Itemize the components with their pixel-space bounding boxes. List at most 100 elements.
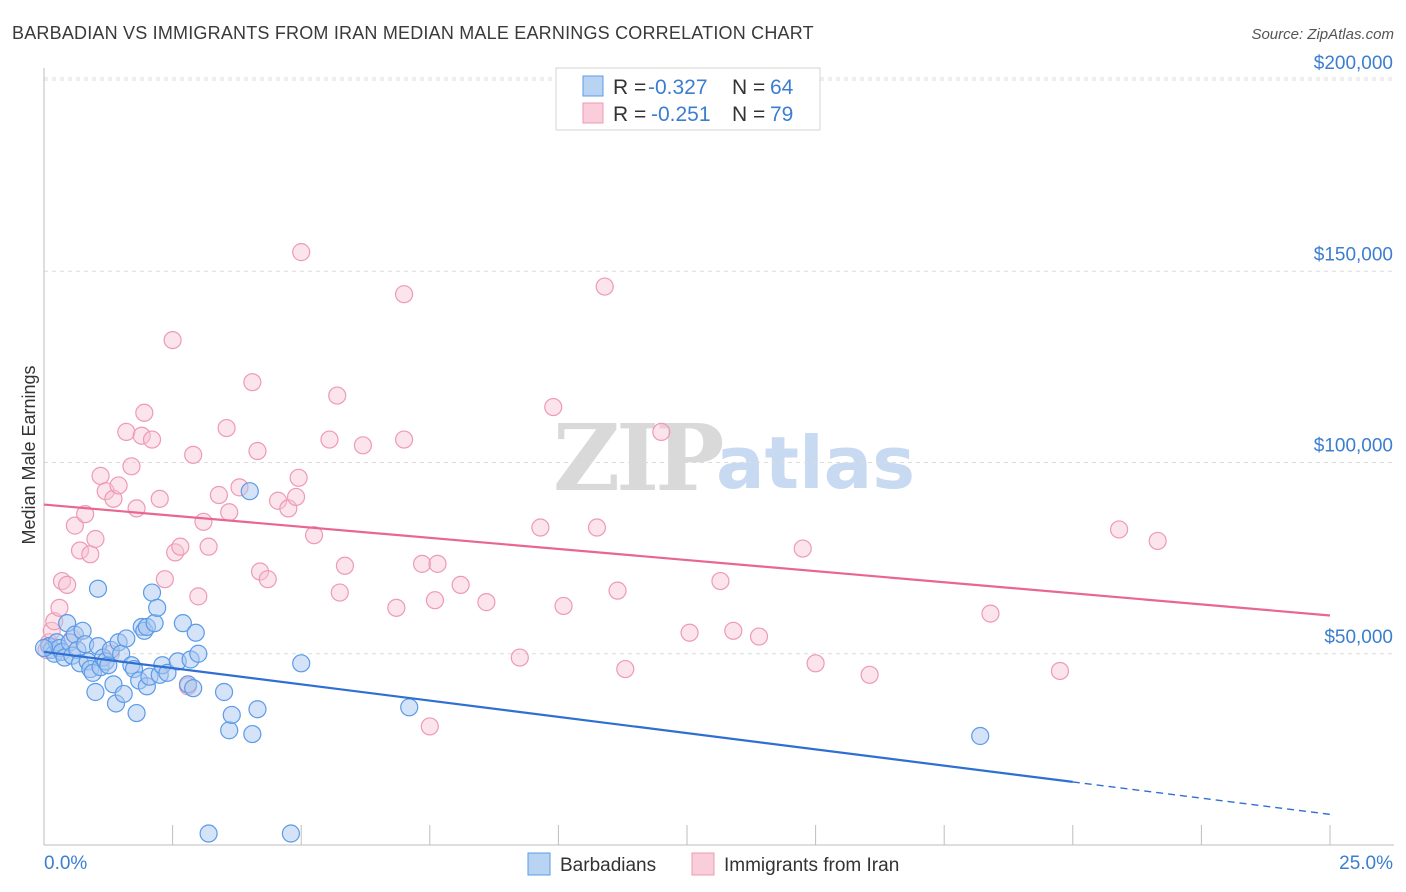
point-barbadian-52 [189,644,208,663]
point-iran-57 [425,591,445,610]
trend-line-barbadians-extension [1072,781,1331,816]
point-iran-35 [217,418,236,438]
point-iran-54 [394,430,414,449]
bottom-legend-label-iran: Immigrants from Iran [724,855,899,876]
point-iran-63 [544,397,563,417]
point-iran-70 [680,623,699,642]
point-iran-28 [171,537,190,556]
point-iran-67 [608,581,627,600]
point-iran-26 [163,331,182,350]
series-immigrants-from-iran [37,243,1167,736]
point-iran-58 [428,554,447,573]
bottom-legend-label-barbadians: Barbadians [560,855,656,876]
point-iran-47 [304,526,324,545]
point-iran-11 [81,545,100,564]
y-tick-labels: $50,000 $100,000 $150,000 $200,000 [1314,53,1393,648]
point-barbadian-30 [117,629,136,648]
point-iran-36 [220,503,239,522]
legend-n-value-2: 79 [770,103,793,126]
point-iran-71 [711,571,730,591]
point-iran-33 [199,537,218,556]
point-iran-50 [330,583,349,602]
point-barbadian-61 [292,654,311,673]
series-legend: Barbadians Immigrants from Iran [527,852,899,876]
legend-n-label-2: N = [732,103,765,126]
legend-r-value-1: -0.327 [648,76,708,99]
point-iran-34 [209,485,228,505]
point-iran-10 [76,505,95,524]
trend-line-barbadians [43,650,1073,783]
y-tick-label-0: $50,000 [1324,627,1393,648]
point-iran-18 [117,422,136,441]
trend-line-iran [43,503,1331,617]
watermark: ZIP atlas [553,404,915,512]
legend-r-label-2: R = [613,103,646,126]
legend-n-label-1: N = [732,76,765,99]
point-iran-21 [132,426,151,445]
point-iran-24 [150,489,169,508]
x-tick-labels: 0.0% 25.0% [44,853,1393,874]
point-barbadian-53 [199,824,218,843]
point-barbadian-33 [127,703,146,723]
y-tick-label-3: $200,000 [1314,53,1393,74]
bottom-legend-swatch-iran [691,852,715,876]
point-iran-27 [166,543,185,562]
point-iran-6 [58,575,77,595]
point-barbadian-50 [184,679,203,698]
point-iran-8 [65,516,84,535]
point-iran-42 [268,491,288,510]
y-tick-label-1: $100,000 [1314,436,1393,457]
point-iran-62 [531,518,550,537]
point-iran-73 [749,627,769,646]
axes [43,68,1394,846]
point-iran-12 [86,529,105,549]
point-barbadian-56 [222,705,241,725]
point-barbadian-55 [220,721,239,740]
point-iran-32 [194,512,213,531]
point-barbadian-64 [34,638,54,658]
point-iran-17 [109,476,128,495]
point-iran-38 [243,373,262,392]
point-iran-20 [127,499,146,518]
point-iran-46 [292,243,311,262]
point-iran-44 [286,487,306,507]
watermark-zip: ZIP [553,404,722,512]
legend-r-label-1: R = [613,76,646,99]
legend-n-value-1: 64 [770,76,794,99]
point-iran-61 [510,648,529,667]
point-barbadian-18 [86,682,105,702]
point-iran-45 [289,468,308,487]
point-iran-25 [155,570,174,589]
point-iran-75 [806,654,825,673]
correlation-legend: R = -0.327 N = 64 R = -0.251 N = 79 [555,67,821,131]
point-iran-74 [793,539,812,558]
point-iran-78 [1050,661,1070,681]
point-barbadian-57 [240,482,259,501]
legend-swatch-barbadians [582,75,604,97]
series-barbadians [34,482,990,843]
point-iran-31 [189,587,208,606]
point-iran-81 [420,717,439,736]
point-iran-49 [328,386,347,405]
point-iran-23 [142,430,162,449]
point-iran-56 [412,554,432,573]
point-iran-52 [353,436,373,455]
point-iran-77 [981,604,1000,623]
point-iran-19 [122,457,141,476]
point-iran-39 [248,441,267,461]
point-barbadian-63 [971,726,990,746]
point-iran-9 [70,541,90,560]
point-iran-53 [387,598,406,617]
point-barbadian-47 [173,614,192,633]
point-barbadian-29 [114,684,133,704]
point-barbadian-40 [142,583,162,602]
point-iran-76 [860,665,879,684]
point-iran-51 [335,556,355,575]
point-barbadian-60 [281,824,301,843]
point-barbadian-59 [248,700,267,719]
point-iran-13 [91,466,110,485]
point-barbadian-42 [148,598,167,617]
point-iran-48 [320,430,339,449]
point-iran-68 [616,659,635,679]
